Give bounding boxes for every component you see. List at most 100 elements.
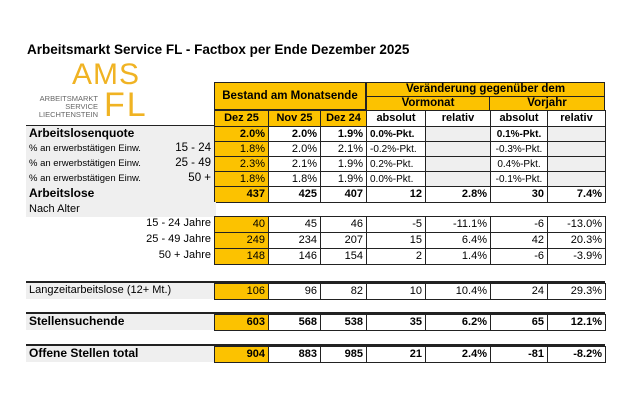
table-cell: -0.1%-Pkt.	[490, 171, 548, 187]
column-header: absolut	[366, 110, 426, 127]
table-cell: 2.0%	[268, 141, 321, 157]
table-cell: 407	[320, 186, 367, 203]
table-cell: 0.0%-Pkt.	[366, 126, 426, 142]
table-cell	[425, 171, 491, 187]
table-cell: 603	[214, 314, 269, 331]
row-label: Nach Alter	[26, 202, 216, 217]
row-sublabel: 15 - 24 Jahre	[146, 217, 211, 229]
table-cell: 46	[320, 216, 367, 233]
table-cell: 146	[268, 248, 321, 265]
table-cell	[425, 156, 491, 172]
table-cell: 30	[490, 186, 548, 203]
logo-subtitle: ARBEITSMARKT SERVICE LIECHTENSTEIN	[38, 94, 98, 119]
table-cell: -13.0%	[547, 216, 606, 233]
table-cell: -5	[366, 216, 426, 233]
table-cell	[425, 141, 491, 157]
table-cell: 24	[490, 283, 548, 300]
header-veraenderung: Veränderung gegenüber dem	[366, 82, 605, 97]
table-cell: 0.1%-Pkt.	[490, 126, 548, 142]
table-cell: 154	[320, 248, 367, 265]
table-cell: 65	[490, 314, 548, 331]
table-cell: 6.4%	[425, 232, 491, 249]
table-cell: -11.1%	[425, 216, 491, 233]
table-cell: 148	[214, 248, 269, 265]
column-header: Dez 24	[320, 110, 367, 127]
table-cell: 1.8%	[214, 171, 269, 187]
table-cell: 1.8%	[214, 141, 269, 157]
row-sublabel: 15 - 24	[175, 142, 211, 154]
row-sublabel: 25 - 49 Jahre	[146, 233, 211, 245]
table-cell: 904	[214, 346, 269, 363]
divider	[26, 344, 605, 346]
table-cell	[547, 126, 606, 142]
table-cell: 1.9%	[320, 171, 367, 187]
table-cell: 2	[366, 248, 426, 265]
table-cell: 106	[214, 283, 269, 300]
column-header: relativ	[425, 110, 491, 127]
table-cell: 1.9%	[320, 126, 367, 142]
table-cell: 2.3%	[214, 156, 269, 172]
table-cell: 0.0%-Pkt.	[366, 171, 426, 187]
row-label: % an erwerbstätigen Einw.	[26, 141, 214, 156]
table-cell: 2.0%	[214, 126, 269, 142]
header-vorjahr: Vorjahr	[489, 96, 605, 111]
row-label: % an erwerbstätigen Einw.	[26, 171, 214, 186]
column-header: relativ	[547, 110, 606, 127]
table-cell	[547, 171, 606, 187]
table-cell: -81	[490, 346, 548, 363]
row-label: Offene Stellen total	[26, 346, 214, 362]
table-cell: 7.4%	[547, 186, 606, 203]
table-cell	[547, 156, 606, 172]
table-cell: 437	[214, 186, 269, 203]
header-vormonat: Vormonat	[366, 96, 490, 111]
table-cell: -0.2%-Pkt.	[366, 141, 426, 157]
table-cell: 425	[268, 186, 321, 203]
table-cell: 1.4%	[425, 248, 491, 265]
table-cell: -8.2%	[547, 346, 606, 363]
table-cell: 21	[366, 346, 426, 363]
column-header: Dez 25	[214, 110, 269, 127]
table-cell: 40	[214, 216, 269, 233]
table-cell: 249	[214, 232, 269, 249]
table-cell: 1.8%	[268, 171, 321, 187]
table-cell: 2.1%	[320, 141, 367, 157]
table-cell: -0.3%-Pkt.	[490, 141, 548, 157]
table-cell: 0.4%-Pkt.	[490, 156, 548, 172]
table-cell: 6.2%	[425, 314, 491, 331]
table-cell: 985	[320, 346, 367, 363]
row-sublabel: 25 - 49	[175, 157, 211, 169]
table-cell: 10.4%	[425, 283, 491, 300]
table-cell: 10	[366, 283, 426, 300]
row-sublabel: 50 +	[188, 172, 211, 184]
table-cell: 20.3%	[547, 232, 606, 249]
table-cell: 15	[366, 232, 426, 249]
page-title: Arbeitsmarkt Service FL - Factbox per En…	[27, 42, 410, 57]
table-cell: 568	[268, 314, 321, 331]
divider	[26, 312, 605, 314]
table-cell: 2.1%	[268, 156, 321, 172]
row-sublabel: 50 + Jahre	[158, 249, 211, 261]
column-header: absolut	[490, 110, 548, 127]
table-cell: 29.3%	[547, 283, 606, 300]
logo-ams: AMS	[72, 58, 141, 91]
row-label: Arbeitslose	[26, 186, 214, 202]
table-cell: 2.4%	[425, 346, 491, 363]
table-cell: 12.1%	[547, 314, 606, 331]
divider	[26, 281, 605, 283]
table-cell: -3.9%	[547, 248, 606, 265]
row-label: Arbeitslosenquote	[26, 126, 214, 141]
table-cell: -6	[490, 248, 548, 265]
table-cell: 1.9%	[320, 156, 367, 172]
table-cell: 234	[268, 232, 321, 249]
table-cell: 883	[268, 346, 321, 363]
logo-fl: FL	[104, 86, 148, 124]
table-cell: 96	[268, 283, 321, 300]
table-cell: 42	[490, 232, 548, 249]
table-cell: 12	[366, 186, 426, 203]
column-header: Nov 25	[268, 110, 321, 127]
row-label: % an erwerbstätigen Einw.	[26, 156, 214, 171]
table-cell: 207	[320, 232, 367, 249]
table-cell	[547, 141, 606, 157]
table-cell: 82	[320, 283, 367, 300]
table-cell: 538	[320, 314, 367, 331]
